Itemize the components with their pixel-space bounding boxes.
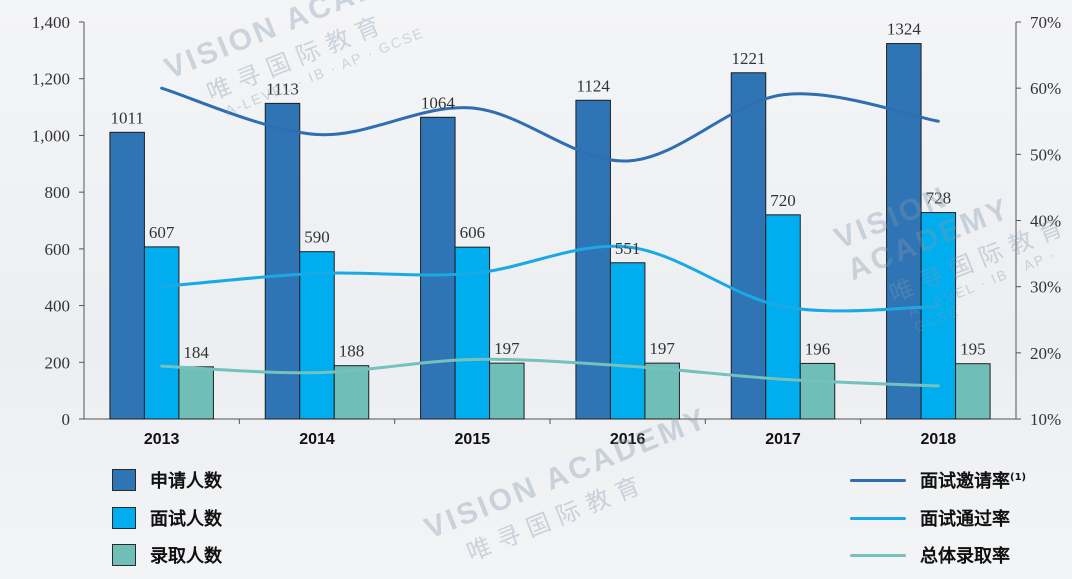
bar-data-label: 196 [805, 339, 831, 358]
legend-swatch-applicants [112, 469, 136, 491]
data-labels: 1011 607 184 1113 590 188 1064 606 197 1124 551 197… [110, 20, 985, 362]
bar [333, 365, 370, 420]
bar [299, 251, 335, 420]
right-tick-label: 10% [1030, 410, 1061, 429]
bar-data-label: 1124 [576, 76, 610, 95]
bar [730, 72, 767, 420]
left-tick-label: 0 [62, 410, 71, 429]
left-tick-label: 800 [45, 183, 71, 202]
bar [489, 362, 525, 420]
bar-data-label: 188 [339, 342, 365, 361]
left-tick-label: 1,000 [32, 126, 70, 145]
bar-data-label: 1113 [266, 79, 299, 98]
bar [886, 43, 922, 420]
legend-label-interviewed: 面试人数 [150, 509, 222, 530]
left-tick-label: 600 [45, 240, 71, 259]
right-tick-label: 60% [1030, 79, 1061, 98]
bar [644, 362, 680, 420]
bar-data-label: 197 [649, 339, 675, 358]
bar [109, 131, 145, 420]
bar-data-label: 184 [183, 343, 209, 362]
bar [920, 212, 957, 420]
right-tick-label: 40% [1030, 212, 1061, 231]
bar-data-label: 551 [615, 239, 641, 258]
legend-item-interviewed: 面试人数 [112, 505, 222, 531]
bar-data-label: 590 [304, 228, 330, 247]
legend-swatch-admitted [112, 544, 136, 566]
legend-label-admitted: 录取人数 [150, 546, 222, 567]
chart-axes: 0 200 400 600 800 1,000 1,200 1,400 10% 20% 30% 40%… [32, 13, 1061, 448]
left-tick-label: 1,400 [32, 13, 70, 32]
bar [143, 246, 180, 420]
right-tick-label: 30% [1030, 278, 1061, 297]
bar [765, 214, 801, 420]
legend-swatch-interviewed [112, 507, 136, 529]
legend-item-applicants: 申请人数 [112, 467, 222, 493]
right-tick-label: 70% [1030, 13, 1061, 32]
line-series [160, 86, 940, 388]
bar-data-label: 1221 [732, 49, 766, 68]
bar-data-label: 606 [460, 223, 486, 242]
legend-line-overall-rate [850, 553, 906, 557]
bar [264, 102, 301, 420]
legend-label-invite-rate-text: 面试邀请率 [920, 471, 1010, 492]
legend-item-overall-rate: 总体录取率 [850, 542, 1010, 568]
legend-line-pass-rate [850, 516, 906, 520]
left-tick-label: 1,200 [32, 70, 70, 89]
bar [955, 363, 991, 420]
bar-data-label: 607 [149, 223, 175, 242]
bar-data-label: 728 [926, 189, 952, 208]
legend-label-overall-rate: 总体录取率 [920, 546, 1010, 567]
x-tick-label: 2015 [455, 431, 491, 448]
bar [454, 246, 491, 420]
bar-data-label: 197 [494, 339, 520, 358]
left-tick-label: 400 [45, 297, 71, 316]
series-line [160, 244, 940, 313]
x-tick-label: 2018 [921, 431, 957, 448]
bar [609, 262, 646, 420]
legend-label-invite-rate: 面试邀请率(1) [920, 467, 1026, 493]
bar [799, 362, 836, 420]
x-tick-label: 2014 [299, 431, 335, 448]
legend-label-applicants: 申请人数 [150, 471, 222, 492]
bar [178, 366, 214, 420]
legend-line-invite-rate [850, 478, 906, 482]
x-tick-label: 2017 [765, 431, 801, 448]
series-line [160, 86, 940, 163]
bar-series [109, 43, 991, 420]
legend-item-admitted: 录取人数 [112, 542, 222, 568]
bar-data-label: 720 [770, 191, 796, 210]
footnote-marker: (1) [1010, 472, 1027, 483]
bar-data-label: 1011 [110, 108, 143, 127]
bar [420, 116, 456, 420]
bar [575, 99, 611, 420]
series-line [160, 357, 940, 388]
left-tick-label: 200 [45, 353, 71, 372]
bar-data-label: 1324 [887, 20, 922, 39]
right-tick-label: 50% [1030, 145, 1061, 164]
right-tick-label: 20% [1030, 344, 1061, 363]
bar-data-label: 195 [960, 340, 986, 359]
x-tick-label: 2016 [610, 431, 646, 448]
legend-item-invite-rate: 面试邀请率(1) [850, 467, 1026, 493]
legend-item-pass-rate: 面试通过率 [850, 505, 1010, 531]
bar-data-label: 1064 [421, 93, 456, 112]
legend-label-pass-rate: 面试通过率 [920, 509, 1010, 530]
x-tick-label: 2013 [144, 431, 180, 448]
